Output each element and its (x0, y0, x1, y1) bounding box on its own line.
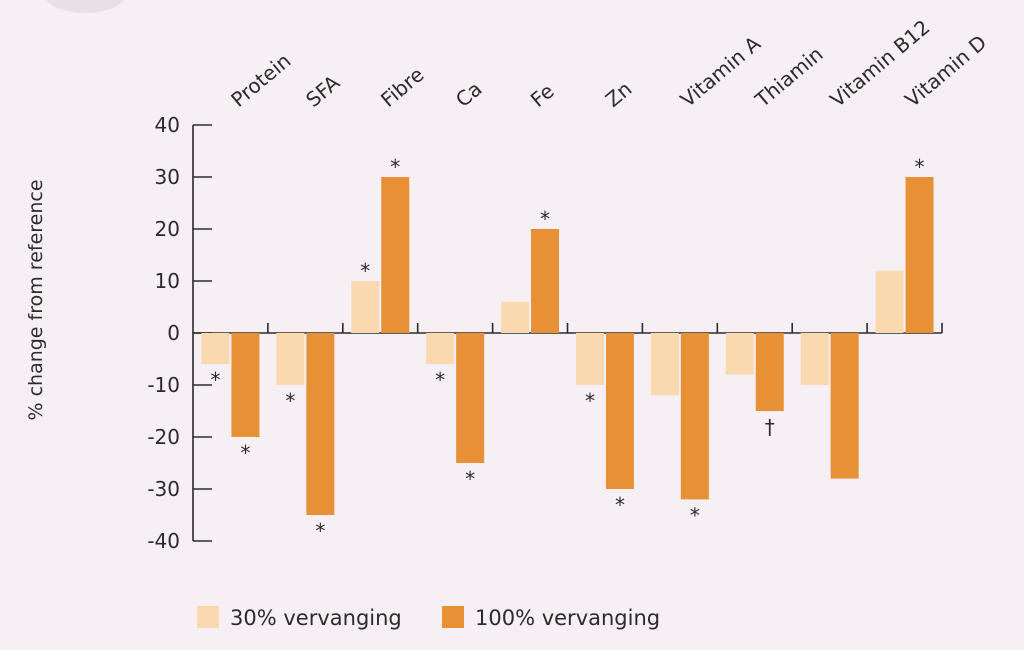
bar (501, 301, 530, 333)
y-tick-label: 20 (155, 217, 180, 241)
x-category-label: Zn (601, 76, 637, 111)
bar (605, 333, 634, 489)
x-axis (193, 323, 943, 334)
y-tick-labels: 40 30 20 10 0 -10 -20 -30 -40 (147, 113, 180, 553)
bar (276, 333, 305, 385)
significance-marker: * (285, 389, 295, 413)
bar (575, 333, 604, 385)
significance-marker: * (315, 519, 325, 543)
legend-label: 30% vervanging (230, 606, 402, 630)
legend-label: 100% vervanging (475, 606, 660, 630)
significance-marker: * (360, 259, 370, 283)
category-labels: Protein SFA Fibre Ca Fe Zn Vitamin AThiaminVit… (226, 15, 991, 113)
bar (306, 333, 335, 515)
bar (650, 333, 679, 396)
significance-marker: * (240, 441, 250, 465)
significance-marker: * (210, 368, 220, 392)
bar (755, 333, 784, 411)
legend: 30% vervanging 100% vervanging (197, 606, 660, 630)
bar (201, 333, 230, 365)
x-category-label: Vitamin A (676, 31, 766, 112)
y-tick-label: -40 (147, 529, 180, 553)
significance-marker: * (690, 503, 700, 527)
y-tick-label: -10 (147, 373, 180, 397)
y-tick-label: -20 (147, 425, 180, 449)
significance-marker: * (585, 389, 595, 413)
bar (830, 333, 859, 479)
y-tick-label: -30 (147, 477, 180, 501)
significance-marker: * (615, 493, 625, 517)
bar (456, 333, 485, 463)
bar (875, 270, 904, 333)
significance-marker: * (540, 207, 550, 231)
significance-marker: * (465, 467, 475, 491)
x-category-label: Ca (451, 77, 487, 112)
significance-marker: * (435, 368, 445, 392)
y-tick-label: 40 (155, 113, 180, 137)
x-category-label: Fe (526, 79, 559, 112)
legend-swatch (442, 606, 464, 628)
x-category-label: Fibre (376, 62, 428, 111)
bar (680, 333, 709, 500)
y-axis-title: % change from reference (25, 179, 47, 420)
y-tick-label: 0 (167, 321, 180, 345)
bar (381, 177, 410, 333)
bar (800, 333, 829, 385)
bars (201, 177, 934, 515)
bar (231, 333, 260, 437)
bar (531, 229, 560, 333)
significance-marker: * (390, 155, 400, 179)
background-decoration (46, 0, 124, 13)
significance-marker: † (765, 415, 775, 439)
significance-markers: * * * * * * * * * * * * † * (210, 155, 924, 543)
x-category-label: Protein (226, 48, 295, 111)
significance-marker: * (915, 155, 925, 179)
bar (905, 177, 934, 333)
x-category-label: SFA (301, 70, 344, 112)
bar (725, 333, 754, 375)
bar (426, 333, 455, 365)
y-tick-label: 30 (155, 165, 180, 189)
legend-swatch (197, 606, 219, 628)
y-tick-label: 10 (155, 269, 180, 293)
bar (351, 281, 380, 333)
